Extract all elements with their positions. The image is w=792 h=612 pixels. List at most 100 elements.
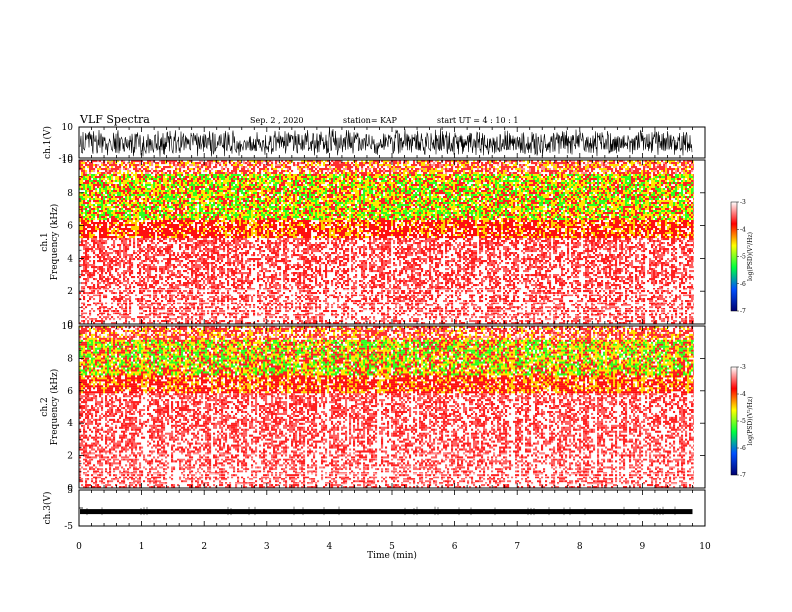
spectrogram-cell <box>379 170 381 172</box>
spectrogram-cell <box>315 168 317 170</box>
spectrogram-cell <box>303 170 305 172</box>
spectrogram-cell <box>517 168 519 170</box>
spectrogram-cell <box>205 162 207 164</box>
spectrogram-cell <box>685 168 687 170</box>
spectrogram-cell <box>335 168 337 170</box>
spectrogram-cell <box>607 166 609 168</box>
spectrogram-cell <box>691 164 693 166</box>
spectrogram-cell <box>115 166 117 168</box>
date-label: Sep. 2 , 2020 <box>250 116 304 125</box>
spectrogram-cell <box>625 168 627 170</box>
spectrogram-cell <box>271 168 273 170</box>
spectrogram-cell <box>443 164 445 166</box>
spectrogram-cell <box>385 170 387 172</box>
spectrogram-cell <box>467 164 469 166</box>
spectrogram-cell <box>593 164 595 166</box>
spectrogram-cell <box>343 164 345 166</box>
spectrogram-cell <box>529 168 531 170</box>
spectrogram-cell <box>109 162 111 164</box>
spectrogram-cell <box>457 162 459 164</box>
spectrogram-cell <box>395 170 397 172</box>
spectrogram-cell <box>91 170 93 172</box>
spectrogram-cell <box>559 166 561 168</box>
spectrogram-cell <box>375 168 377 170</box>
spectrogram-cell <box>577 166 579 168</box>
spectrogram-cell <box>317 170 319 172</box>
spectrogram-cell <box>123 162 125 164</box>
spectrogram-cell <box>289 166 291 168</box>
spectrogram-cell <box>107 166 109 168</box>
spectrogram-cell <box>421 166 423 168</box>
spectrogram-cell <box>155 164 157 166</box>
spectrogram-cell <box>467 168 469 170</box>
spectrogram-cell <box>511 166 513 168</box>
spectrogram-cell <box>359 164 361 166</box>
spectrogram-cell <box>301 162 303 164</box>
spectrogram-cell <box>543 166 545 168</box>
spectrogram-cell <box>139 162 141 164</box>
spectrogram-cell <box>287 162 289 164</box>
spectrogram-cell <box>309 164 311 166</box>
spectrogram-cell <box>265 170 267 172</box>
spectrogram-cell <box>231 170 233 172</box>
spectrogram-cell <box>471 166 473 168</box>
spectrogram-cell <box>113 164 115 166</box>
spectrogram-cell <box>395 162 397 164</box>
spectrogram-cell <box>407 170 409 172</box>
spectrogram-cell <box>571 162 573 164</box>
spectrogram-cell <box>611 168 613 170</box>
spectrogram-cell <box>171 166 173 168</box>
spectrogram-cell <box>351 162 353 164</box>
spectrogram-cell <box>177 164 179 166</box>
spectrogram-cell <box>669 162 671 164</box>
spectrogram-cell <box>173 164 175 166</box>
spectrogram-cell <box>327 164 329 166</box>
spectrogram-cell <box>147 162 149 164</box>
spectrogram-cell <box>265 168 267 170</box>
spectrogram-cell <box>361 162 363 164</box>
spectrogram-cell <box>587 166 589 168</box>
spectrogram-cell <box>495 168 497 170</box>
spectrogram-cell <box>533 166 535 168</box>
spectrogram-cell <box>125 166 127 168</box>
spectrogram-cell <box>209 166 211 168</box>
spectrogram-cell <box>225 162 227 164</box>
spectrogram-cell <box>485 162 487 164</box>
spectrogram-cell <box>369 170 371 172</box>
spectrogram-cell <box>113 168 115 170</box>
spectrogram-cell <box>337 164 339 166</box>
spectrogram-cell <box>247 164 249 166</box>
spectrogram-cell <box>147 168 149 170</box>
spectrogram-cell <box>97 164 99 166</box>
spectrogram-cell <box>471 162 473 164</box>
spectrogram-cell <box>127 170 129 172</box>
spectrogram-cell <box>621 166 623 168</box>
spectrogram-cell <box>283 166 285 168</box>
spectrogram-cell <box>593 168 595 170</box>
spectrogram-cell <box>627 168 629 170</box>
spectrogram-cell <box>123 166 125 168</box>
spectrogram-cell <box>199 168 201 170</box>
spectrogram-cell <box>345 166 347 168</box>
spectrogram-cell <box>463 168 465 170</box>
spectrogram-cell <box>147 166 149 168</box>
spectrogram-cell <box>385 164 387 166</box>
spectrogram-cell <box>449 162 451 164</box>
spectrogram-cell <box>277 164 279 166</box>
spectrogram-cell <box>399 166 401 168</box>
spectrogram-cell <box>145 168 147 170</box>
spectrogram-cell <box>111 170 113 172</box>
spectrogram-cell <box>677 162 679 164</box>
spectrogram-cell <box>637 162 639 164</box>
spectrogram-cell <box>543 164 545 166</box>
spectrogram-cell <box>671 168 673 170</box>
waveform-panel-ch1: 10-10ch.1(V) <box>42 123 705 164</box>
spectrogram-cell <box>689 166 691 168</box>
spectrogram-cell <box>395 168 397 170</box>
spectrogram-cell <box>663 166 665 168</box>
spectrogram-cell <box>559 162 561 164</box>
spectrogram-cell <box>223 162 225 164</box>
spectrogram-cell <box>423 168 425 170</box>
spectrogram-cell <box>503 166 505 168</box>
spectrogram-cell <box>685 162 687 164</box>
